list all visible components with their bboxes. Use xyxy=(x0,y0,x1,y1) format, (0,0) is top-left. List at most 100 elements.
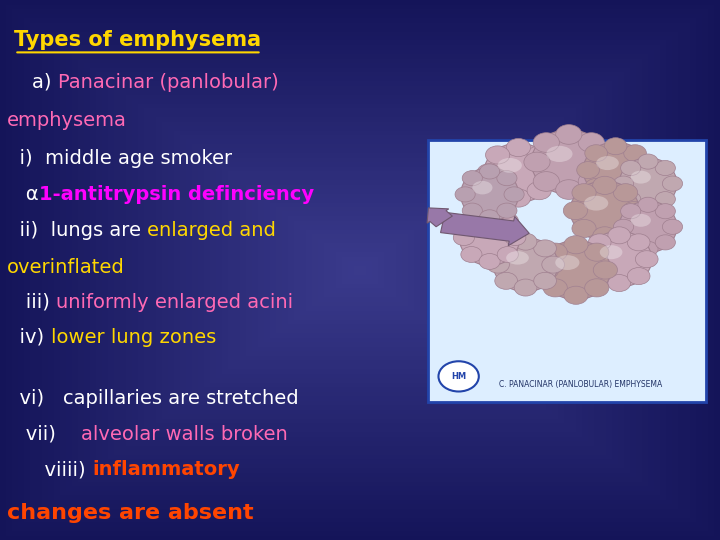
Ellipse shape xyxy=(624,179,647,195)
Text: lower lung zones: lower lung zones xyxy=(50,328,216,347)
Ellipse shape xyxy=(608,274,631,292)
Ellipse shape xyxy=(621,192,641,207)
Ellipse shape xyxy=(506,251,528,265)
Text: emphysema: emphysema xyxy=(7,111,127,130)
Ellipse shape xyxy=(480,210,500,225)
Bar xyxy=(282,212,438,328)
Ellipse shape xyxy=(596,156,619,170)
Text: C. PANACINAR (PANLOBULAR) EMPHYSEMA: C. PANACINAR (PANLOBULAR) EMPHYSEMA xyxy=(499,380,662,389)
Ellipse shape xyxy=(638,154,658,169)
Ellipse shape xyxy=(662,219,683,234)
Ellipse shape xyxy=(485,146,510,164)
Ellipse shape xyxy=(514,233,537,250)
Ellipse shape xyxy=(534,272,557,289)
Ellipse shape xyxy=(462,203,482,218)
Bar xyxy=(228,171,492,369)
Ellipse shape xyxy=(662,176,683,191)
Bar xyxy=(270,202,450,338)
Ellipse shape xyxy=(588,152,613,172)
Ellipse shape xyxy=(497,171,517,186)
Bar xyxy=(222,166,498,374)
Ellipse shape xyxy=(497,203,517,218)
Ellipse shape xyxy=(498,213,518,228)
Ellipse shape xyxy=(546,146,572,162)
Ellipse shape xyxy=(632,161,654,179)
Bar xyxy=(102,77,618,463)
Ellipse shape xyxy=(613,184,638,202)
Ellipse shape xyxy=(604,138,627,155)
Ellipse shape xyxy=(506,189,531,207)
Text: iii): iii) xyxy=(7,293,56,312)
Ellipse shape xyxy=(556,180,582,199)
Ellipse shape xyxy=(619,158,677,210)
Ellipse shape xyxy=(534,240,557,257)
Ellipse shape xyxy=(461,247,482,262)
Ellipse shape xyxy=(536,164,560,182)
Ellipse shape xyxy=(593,176,617,194)
Bar xyxy=(162,122,558,418)
Text: iv): iv) xyxy=(7,328,50,347)
Text: HM: HM xyxy=(451,372,467,381)
Bar xyxy=(54,40,666,500)
Ellipse shape xyxy=(613,176,634,191)
Ellipse shape xyxy=(504,187,524,202)
Ellipse shape xyxy=(655,235,675,250)
Bar xyxy=(240,180,480,360)
Bar xyxy=(336,252,384,288)
Bar xyxy=(126,94,594,445)
Bar xyxy=(198,148,522,392)
Ellipse shape xyxy=(570,181,639,240)
FancyBboxPatch shape xyxy=(428,140,706,402)
Ellipse shape xyxy=(622,201,647,220)
Ellipse shape xyxy=(534,133,559,152)
Bar xyxy=(174,131,546,409)
Text: enlarged and: enlarged and xyxy=(148,221,276,240)
Ellipse shape xyxy=(543,243,567,261)
Ellipse shape xyxy=(572,219,596,238)
Ellipse shape xyxy=(600,245,623,259)
Text: ii)  lungs are: ii) lungs are xyxy=(7,221,148,240)
Ellipse shape xyxy=(635,251,658,268)
Ellipse shape xyxy=(524,152,550,172)
Ellipse shape xyxy=(578,172,604,191)
Ellipse shape xyxy=(585,243,609,261)
Ellipse shape xyxy=(472,181,492,194)
Ellipse shape xyxy=(485,181,510,200)
Text: changes are absent: changes are absent xyxy=(7,503,254,523)
Bar xyxy=(264,198,456,342)
Bar xyxy=(312,234,408,306)
Ellipse shape xyxy=(534,172,559,191)
Ellipse shape xyxy=(655,204,675,219)
Ellipse shape xyxy=(585,179,608,195)
Bar xyxy=(180,135,540,405)
Ellipse shape xyxy=(621,235,641,250)
Ellipse shape xyxy=(527,181,552,200)
Ellipse shape xyxy=(608,227,631,244)
Ellipse shape xyxy=(479,253,500,269)
Bar xyxy=(354,266,366,274)
Text: uniformly enlarged acini: uniformly enlarged acini xyxy=(56,293,294,312)
Text: α: α xyxy=(7,185,39,204)
Bar xyxy=(318,239,402,301)
Ellipse shape xyxy=(527,146,552,164)
Ellipse shape xyxy=(461,167,518,221)
Bar xyxy=(192,144,528,396)
Ellipse shape xyxy=(585,145,608,161)
Bar xyxy=(96,72,624,468)
Ellipse shape xyxy=(459,210,520,266)
Ellipse shape xyxy=(587,231,652,287)
Text: vi)   capillaries are stretched: vi) capillaries are stretched xyxy=(7,389,299,408)
Bar xyxy=(132,99,588,441)
Bar xyxy=(324,243,396,297)
Ellipse shape xyxy=(613,219,634,234)
Text: inflammatory: inflammatory xyxy=(92,460,240,479)
Ellipse shape xyxy=(580,251,603,268)
FancyArrow shape xyxy=(441,212,529,246)
Ellipse shape xyxy=(461,213,482,228)
Ellipse shape xyxy=(624,145,647,161)
Text: viiii): viiii) xyxy=(7,460,92,479)
Ellipse shape xyxy=(588,234,611,251)
Ellipse shape xyxy=(484,143,553,202)
Ellipse shape xyxy=(493,238,558,292)
Bar xyxy=(330,247,390,293)
